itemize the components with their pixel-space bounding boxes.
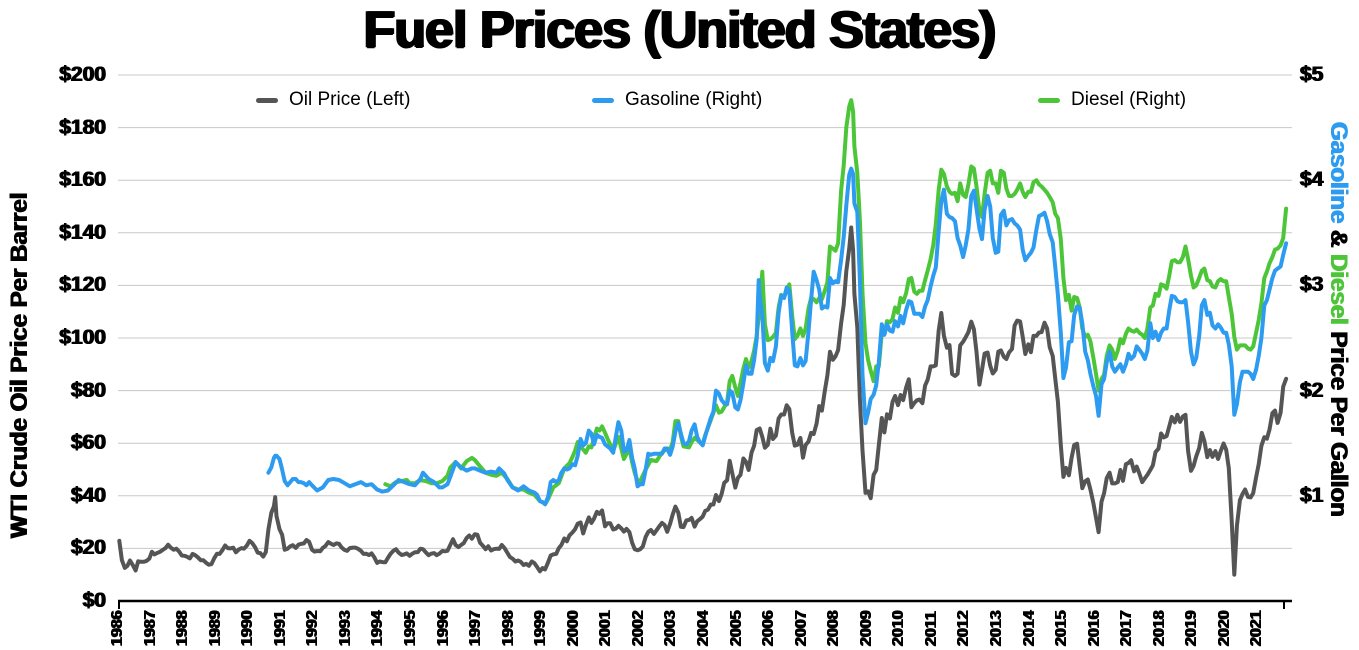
x-axis-year-label: 2019 bbox=[1183, 610, 1201, 646]
left-axis-title: WTI Crude Oil Price Per Barrel bbox=[6, 192, 33, 538]
right-axis-title-part: Gasoline bbox=[1325, 122, 1352, 224]
gasoline-line bbox=[266, 166, 1289, 507]
x-axis-year-label: 2011 bbox=[922, 611, 940, 646]
x-axis-year-label: 2020 bbox=[1215, 610, 1233, 646]
right-axis-tick-label: $5 bbox=[1300, 63, 1324, 86]
left-axis-tick-label: $80 bbox=[70, 378, 106, 402]
left-axis-tick-label: $180 bbox=[59, 115, 106, 139]
x-axis-year-label: 2017 bbox=[1118, 610, 1136, 646]
x-axis-year-label: 1998 bbox=[499, 610, 517, 646]
oil-price-line bbox=[117, 225, 1289, 577]
legend-item-oil: Oil Price (Left) bbox=[256, 89, 411, 110]
x-axis-year-label: 2008 bbox=[825, 610, 843, 646]
legend-label: Oil Price (Left) bbox=[289, 89, 411, 110]
x-axis-year-label: 2018 bbox=[1150, 610, 1168, 646]
x-axis-year-label: 1989 bbox=[206, 610, 224, 646]
x-axis-year-label: 1986 bbox=[109, 610, 126, 646]
diesel-line bbox=[383, 98, 1289, 507]
right-axis-title-part: & bbox=[1325, 223, 1352, 255]
x-axis-year-label: 2021 bbox=[1248, 610, 1266, 646]
x-axis-year-label: 2000 bbox=[564, 610, 582, 646]
x-axis-year-label: 2007 bbox=[792, 610, 810, 646]
x-axis-year-label: 1999 bbox=[532, 610, 550, 646]
x-axis-year-label: 2006 bbox=[760, 610, 778, 646]
x-axis-year-label: 2001 bbox=[597, 610, 615, 646]
x-axis-year-label: 1996 bbox=[434, 610, 452, 646]
legend-label: Diesel (Right) bbox=[1071, 89, 1187, 110]
x-axis-year-label: 2004 bbox=[695, 610, 712, 646]
x-axis-year-label: 1987 bbox=[141, 610, 159, 646]
legend-item-gasoline: Gasoline (Right) bbox=[592, 89, 763, 110]
right-axis-title-part: Diesel bbox=[1325, 254, 1352, 325]
left-axis-tick-label: $20 bbox=[70, 536, 106, 560]
x-axis-year-label: 1991 bbox=[271, 610, 289, 646]
chart-title: Fuel Prices (United States) bbox=[363, 1, 997, 59]
right-axis-title-part: Price Per Gallon bbox=[1325, 324, 1352, 517]
legend-item-diesel: Diesel (Right) bbox=[1038, 89, 1187, 110]
left-axis-tick-label: $100 bbox=[59, 326, 106, 349]
left-axis-tick-label: $200 bbox=[59, 63, 106, 86]
x-axis-year-label: 1997 bbox=[467, 610, 485, 646]
x-axis-year-label: 1990 bbox=[239, 610, 257, 646]
right-axis-tick-label: $4 bbox=[1300, 168, 1324, 192]
x-axis-year-label: 2003 bbox=[662, 610, 680, 646]
x-axis-year-label: 1994 bbox=[369, 610, 387, 646]
left-axis-tick-label: $140 bbox=[59, 220, 106, 244]
x-axis-year-label: 2009 bbox=[857, 610, 875, 646]
legend-swatch-icon bbox=[256, 97, 278, 103]
x-axis-year-label: 2010 bbox=[890, 610, 908, 646]
x-axis-year-label: 1992 bbox=[304, 610, 322, 646]
legend-swatch-icon bbox=[592, 97, 614, 103]
right-axis-tick-label: $1 bbox=[1300, 483, 1324, 507]
x-axis-year-label: 2012 bbox=[955, 610, 973, 646]
x-axis-year-label: 1988 bbox=[174, 610, 192, 646]
left-axis-tick-label: $120 bbox=[59, 273, 106, 297]
x-axis-year-label: 1995 bbox=[402, 610, 419, 646]
x-axis-year-label: 2013 bbox=[988, 610, 1005, 646]
left-axis-tick-label: $160 bbox=[59, 168, 106, 192]
right-axis-tick-label: $3 bbox=[1300, 273, 1324, 297]
x-axis-year-label: 1993 bbox=[336, 610, 354, 646]
right-axis-tick-label: $2 bbox=[1300, 378, 1324, 402]
left-axis-tick-label: $40 bbox=[70, 483, 106, 507]
x-axis-year-label: 2016 bbox=[1085, 610, 1103, 646]
right-axis-title: Gasoline & Diesel Price Per Gallon bbox=[1324, 122, 1352, 517]
left-axis-tick-label: $60 bbox=[70, 431, 106, 455]
x-axis-year-label: 2002 bbox=[629, 610, 647, 646]
x-axis-year-label: 2005 bbox=[727, 610, 745, 646]
x-axis-year-label: 2014 bbox=[1020, 610, 1038, 646]
x-axis-year-label: 2015 bbox=[1053, 610, 1071, 646]
legend-label: Gasoline (Right) bbox=[625, 89, 763, 110]
legend-swatch-icon bbox=[1038, 97, 1060, 103]
left-axis-tick-label: $0 bbox=[82, 589, 106, 612]
